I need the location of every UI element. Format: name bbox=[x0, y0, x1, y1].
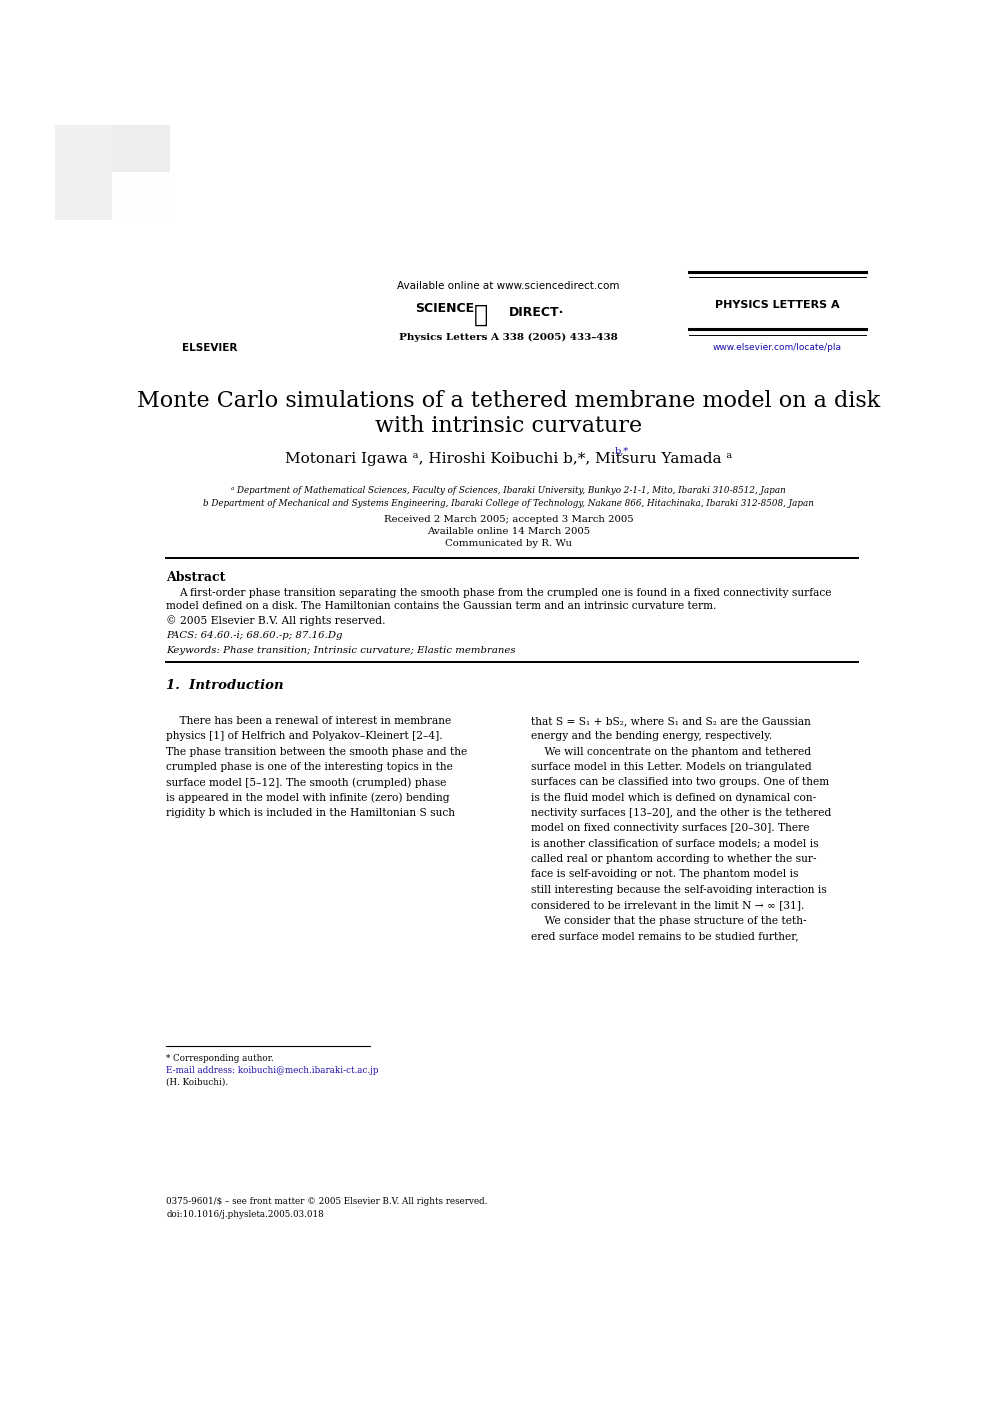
Text: called real or phantom according to whether the sur-: called real or phantom according to whet… bbox=[532, 854, 817, 864]
Text: physics [1] of Helfrich and Polyakov–Kleinert [2–4].: physics [1] of Helfrich and Polyakov–Kle… bbox=[167, 731, 442, 741]
Text: * Corresponding author.: * Corresponding author. bbox=[167, 1054, 274, 1063]
Text: surfaces can be classified into two groups. One of them: surfaces can be classified into two grou… bbox=[532, 777, 829, 787]
Text: model defined on a disk. The Hamiltonian contains the Gaussian term and an intri: model defined on a disk. The Hamiltonian… bbox=[167, 602, 716, 612]
Text: 1.  Introduction: 1. Introduction bbox=[167, 679, 284, 692]
Text: considered to be irrelevant in the limit N → ∞ [31].: considered to be irrelevant in the limit… bbox=[532, 901, 805, 911]
Text: that S = S₁ + bS₂, where S₁ and S₂ are the Gaussian: that S = S₁ + bS₂, where S₁ and S₂ are t… bbox=[532, 716, 811, 727]
Text: 0375-9601/$ – see front matter © 2005 Elsevier B.V. All rights reserved.: 0375-9601/$ – see front matter © 2005 El… bbox=[167, 1197, 488, 1205]
Text: www.elsevier.com/locate/pla: www.elsevier.com/locate/pla bbox=[713, 344, 842, 352]
Text: surface model [5–12]. The smooth (crumpled) phase: surface model [5–12]. The smooth (crumpl… bbox=[167, 777, 446, 788]
Text: Motonari Igawa ᵃ, Hiroshi Koibuchi b,*, Mitsuru Yamada ᵃ: Motonari Igawa ᵃ, Hiroshi Koibuchi b,*, … bbox=[285, 453, 732, 466]
Text: Available online 14 March 2005: Available online 14 March 2005 bbox=[427, 528, 590, 536]
Text: Available online at www.sciencedirect.com: Available online at www.sciencedirect.co… bbox=[397, 281, 620, 290]
Text: E-mail address: koibuchi@mech.ibaraki-ct.ac.jp: E-mail address: koibuchi@mech.ibaraki-ct… bbox=[167, 1066, 379, 1075]
Text: ⓐ: ⓐ bbox=[474, 302, 488, 327]
Text: Abstract: Abstract bbox=[167, 571, 225, 584]
Text: A first-order phase transition separating the smooth phase from the crumpled one: A first-order phase transition separatin… bbox=[180, 588, 832, 598]
Text: We consider that the phase structure of the teth-: We consider that the phase structure of … bbox=[532, 916, 807, 926]
Text: b Department of Mechanical and Systems Engineering, Ibaraki College of Technolog: b Department of Mechanical and Systems E… bbox=[203, 499, 813, 508]
Text: DIRECT·: DIRECT· bbox=[509, 306, 563, 318]
Text: nectivity surfaces [13–20], and the other is the tethered: nectivity surfaces [13–20], and the othe… bbox=[532, 808, 832, 818]
Text: ered surface model remains to be studied further,: ered surface model remains to be studied… bbox=[532, 930, 800, 941]
Text: © 2005 Elsevier B.V. All rights reserved.: © 2005 Elsevier B.V. All rights reserved… bbox=[167, 615, 386, 626]
Text: still interesting because the self-avoiding interaction is: still interesting because the self-avoid… bbox=[532, 885, 827, 895]
Text: model on fixed connectivity surfaces [20–30]. There: model on fixed connectivity surfaces [20… bbox=[532, 824, 809, 833]
Text: (H. Koibuchi).: (H. Koibuchi). bbox=[167, 1078, 228, 1087]
Text: SCIENCE: SCIENCE bbox=[415, 302, 474, 316]
Text: is the fluid model which is defined on dynamical con-: is the fluid model which is defined on d… bbox=[532, 793, 816, 803]
Text: ELSEVIER: ELSEVIER bbox=[183, 344, 238, 354]
Text: Communicated by R. Wu: Communicated by R. Wu bbox=[444, 539, 572, 549]
Text: energy and the bending energy, respectively.: energy and the bending energy, respectiv… bbox=[532, 731, 773, 741]
Text: PHYSICS LETTERS A: PHYSICS LETTERS A bbox=[715, 300, 840, 310]
Text: We will concentrate on the phantom and tethered: We will concentrate on the phantom and t… bbox=[532, 746, 811, 756]
Text: face is self-avoiding or not. The phantom model is: face is self-avoiding or not. The phanto… bbox=[532, 870, 799, 880]
Text: b,*: b,* bbox=[614, 448, 629, 456]
Text: is appeared in the model with infinite (zero) bending: is appeared in the model with infinite (… bbox=[167, 793, 450, 804]
Text: There has been a renewal of interest in membrane: There has been a renewal of interest in … bbox=[167, 716, 451, 727]
Text: Monte Carlo simulations of a tethered membrane model on a disk
with intrinsic cu: Monte Carlo simulations of a tethered me… bbox=[137, 390, 880, 438]
Text: crumpled phase is one of the interesting topics in the: crumpled phase is one of the interesting… bbox=[167, 762, 453, 772]
Text: is another classification of surface models; a model is: is another classification of surface mod… bbox=[532, 839, 819, 849]
Text: Received 2 March 2005; accepted 3 March 2005: Received 2 March 2005; accepted 3 March … bbox=[384, 515, 633, 525]
Text: rigidity b which is included in the Hamiltonian S such: rigidity b which is included in the Hami… bbox=[167, 808, 455, 818]
Text: Keywords: Phase transition; Intrinsic curvature; Elastic membranes: Keywords: Phase transition; Intrinsic cu… bbox=[167, 645, 516, 655]
Text: doi:10.1016/j.physleta.2005.03.018: doi:10.1016/j.physleta.2005.03.018 bbox=[167, 1209, 324, 1219]
Text: surface model in this Letter. Models on triangulated: surface model in this Letter. Models on … bbox=[532, 762, 812, 772]
Text: The phase transition between the smooth phase and the: The phase transition between the smooth … bbox=[167, 746, 467, 756]
Text: ᵃ Department of Mathematical Sciences, Faculty of Sciences, Ibaraki University, : ᵃ Department of Mathematical Sciences, F… bbox=[231, 485, 786, 495]
Text: Physics Letters A 338 (2005) 433–438: Physics Letters A 338 (2005) 433–438 bbox=[399, 333, 618, 342]
Text: PACS: 64.60.-i; 68.60.-p; 87.16.Dg: PACS: 64.60.-i; 68.60.-p; 87.16.Dg bbox=[167, 631, 343, 640]
